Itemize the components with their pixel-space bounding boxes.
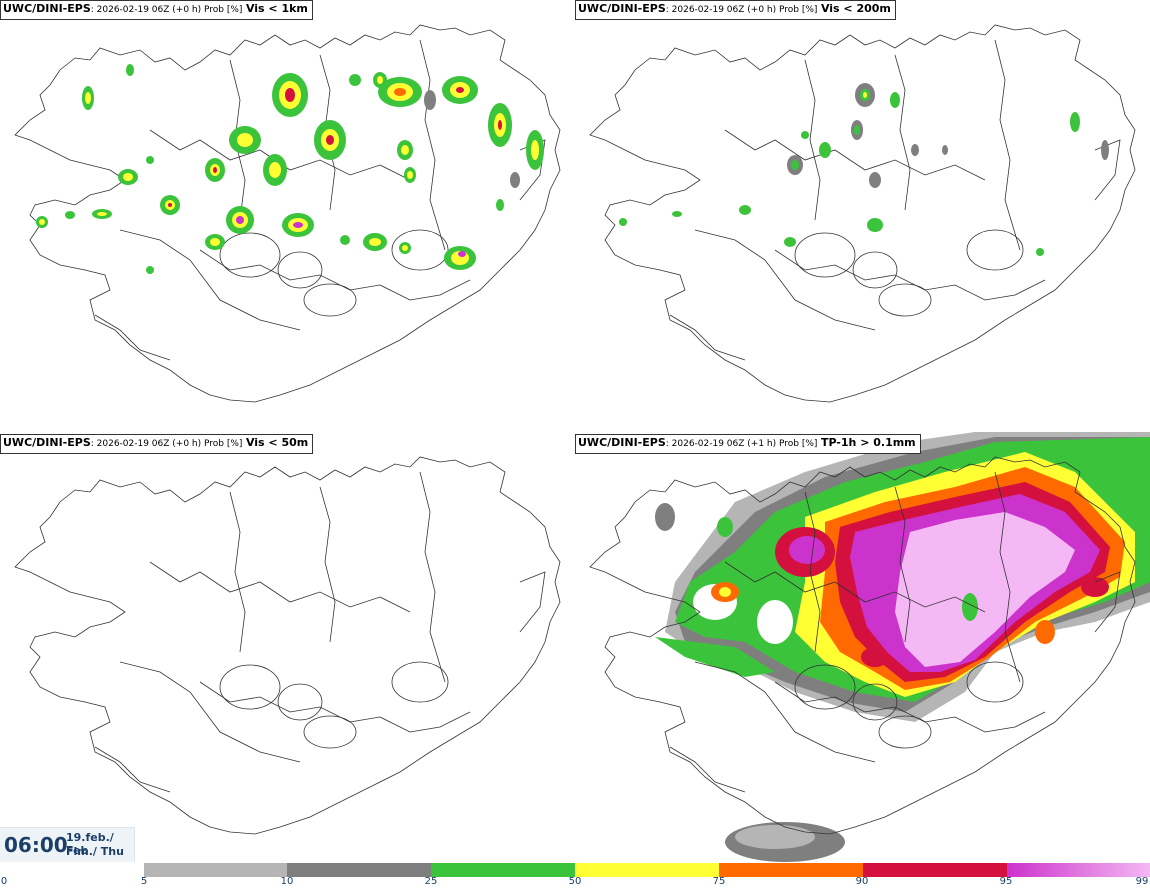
colorbar-tick-90: 90 [855,876,869,887]
colorbar-seg-90-95 [863,863,1007,877]
colorbar-seg-95-99 [1007,863,1150,877]
colorbar-tick-95: 95 [999,876,1013,887]
panel-source: UWC/DINI-EPS [578,436,666,449]
panel-meta: : 2026-02-19 06Z (+0 h) Prob [%] [665,5,818,15]
map-panel-vis-200m: UWC/DINI-EPS: 2026-02-19 06Z (+0 h) Prob… [575,0,1150,432]
colorbar-seg-50-75 [575,863,719,877]
colorbar-tick-25: 25 [424,876,438,887]
panel-meta: : 2026-02-19 06Z (+0 h) Prob [%] [90,439,243,449]
colorbar-seg-10-25 [287,863,431,877]
colorbar-seg-75-90 [719,863,863,877]
iceland-map-vis-1km [14,24,561,403]
iceland-map-vis-50m [14,456,561,835]
probability-blobs [36,64,544,274]
panel-source: UWC/DINI-EPS [3,2,91,15]
colorbar-tick-0: 0 [0,876,8,887]
colorbar-tick-5: 5 [140,876,148,887]
colorbar-tick-75: 75 [712,876,726,887]
precip-field [655,432,1150,862]
valid-date-line1: 19.feb./ Feb [66,831,114,857]
panel-threshold: Vis < 50m [245,436,309,449]
panel-threshold: Vis < 200m [820,2,891,15]
colorbar-seg-25-50 [431,863,575,877]
probability-colorbar [144,863,1150,877]
iceland-map-vis-200m [589,24,1136,403]
valid-time-box: 06:00 19.feb./ Feb Fim./ Thu [0,827,135,862]
map-panel-tp-1h: UWC/DINI-EPS: 2026-02-19 06Z (+1 h) Prob… [575,432,1150,864]
panel-source: UWC/DINI-EPS [3,436,91,449]
panel-source: UWC/DINI-EPS [578,2,666,15]
panel-label-vis-200m: UWC/DINI-EPS: 2026-02-19 06Z (+0 h) Prob… [575,0,896,20]
valid-date-line2: Fim./ Thu [66,845,124,858]
colorbar-tick-99: 99 [1135,876,1149,887]
panel-label-vis-1km: UWC/DINI-EPS: 2026-02-19 06Z (+0 h) Prob… [0,0,313,20]
colorbar-seg-5-10 [144,863,287,877]
valid-hour: 06:00 [4,833,68,857]
map-panel-vis-50m: UWC/DINI-EPS: 2026-02-19 06Z (+0 h) Prob… [0,432,575,864]
panel-meta: : 2026-02-19 06Z (+1 h) Prob [%] [665,439,818,449]
panel-threshold: Vis < 1km [245,2,308,15]
panel-meta: : 2026-02-19 06Z (+0 h) Prob [%] [90,5,243,15]
map-panel-vis-1km: UWC/DINI-EPS: 2026-02-19 06Z (+0 h) Prob… [0,0,575,432]
iceland-map-tp-1h [589,432,1150,862]
colorbar-tick-50: 50 [568,876,582,887]
panel-label-vis-50m: UWC/DINI-EPS: 2026-02-19 06Z (+0 h) Prob… [0,434,314,454]
colorbar-tick-10: 10 [280,876,294,887]
panel-label-tp-1h: UWC/DINI-EPS: 2026-02-19 06Z (+1 h) Prob… [575,434,921,454]
probability-blobs [619,83,1109,256]
panel-threshold: TP-1h > 0.1mm [820,436,916,449]
